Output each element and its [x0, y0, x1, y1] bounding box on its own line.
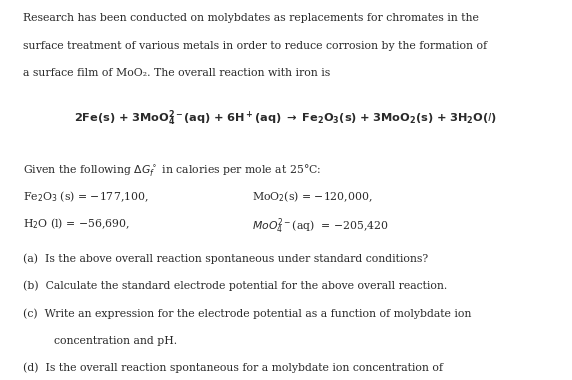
Text: concentration and pH.: concentration and pH.	[54, 336, 177, 345]
Text: Research has been conducted on molybdates as replacements for chromates in the: Research has been conducted on molybdate…	[23, 13, 479, 23]
Text: (a)  Is the above overall reaction spontaneous under standard conditions?: (a) Is the above overall reaction sponta…	[23, 253, 428, 264]
Text: $\mathbf{2Fe(s)}$ $\mathbf{+}$ $\mathbf{3MoO_4^{2-}(aq)}$ $\mathbf{+}$ $\mathbf{: $\mathbf{2Fe(s)}$ $\mathbf{+}$ $\mathbf{…	[74, 109, 498, 128]
Text: (d)  Is the overall reaction spontaneous for a molybdate ion concentration of: (d) Is the overall reaction spontaneous …	[23, 363, 443, 374]
Text: H$_2$O (l) = $-$56,690,: H$_2$O (l) = $-$56,690,	[23, 217, 129, 231]
Text: (b)  Calculate the standard electrode potential for the above overall reaction.: (b) Calculate the standard electrode pot…	[23, 281, 447, 291]
Text: surface treatment of various metals in order to reduce corrosion by the formatio: surface treatment of various metals in o…	[23, 41, 487, 51]
Text: Fe$_2$O$_3$ (s) = $-$177,100,: Fe$_2$O$_3$ (s) = $-$177,100,	[23, 189, 149, 204]
Text: Given the following $\Delta G_f^\circ$ in calories per mole at 25°C:: Given the following $\Delta G_f^\circ$ i…	[23, 162, 321, 178]
Text: MoO$_2$(s) = $-$120,000,: MoO$_2$(s) = $-$120,000,	[252, 189, 372, 204]
Text: $MoO_4^{2-}$(aq)  = $-$205,420: $MoO_4^{2-}$(aq) = $-$205,420	[252, 217, 388, 236]
Text: (c)  Write an expression for the electrode potential as a function of molybdate : (c) Write an expression for the electrod…	[23, 308, 471, 319]
Text: a surface film of MoO₂. The overall reaction with iron is: a surface film of MoO₂. The overall reac…	[23, 68, 330, 78]
